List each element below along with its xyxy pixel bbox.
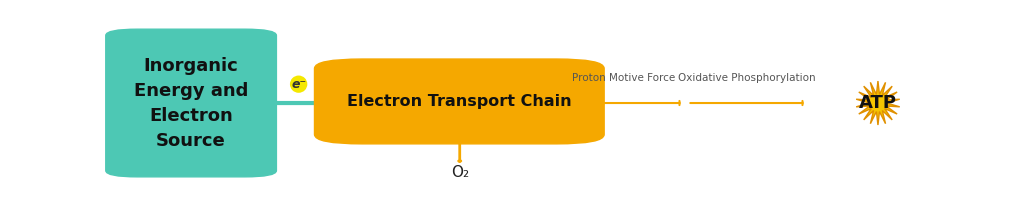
- Text: e⁻: e⁻: [291, 78, 306, 91]
- Text: Oxidative Phosphorylation: Oxidative Phosphorylation: [678, 73, 816, 83]
- Ellipse shape: [290, 75, 307, 93]
- Text: Electron Transport Chain: Electron Transport Chain: [347, 94, 571, 109]
- Text: Proton Motive Force: Proton Motive Force: [571, 73, 675, 83]
- FancyBboxPatch shape: [314, 59, 604, 144]
- Text: O₂: O₂: [451, 165, 469, 180]
- Polygon shape: [856, 81, 900, 125]
- Text: Inorganic
Energy and
Electron
Source: Inorganic Energy and Electron Source: [134, 57, 248, 150]
- Text: ATP: ATP: [859, 94, 897, 112]
- FancyBboxPatch shape: [105, 29, 276, 177]
